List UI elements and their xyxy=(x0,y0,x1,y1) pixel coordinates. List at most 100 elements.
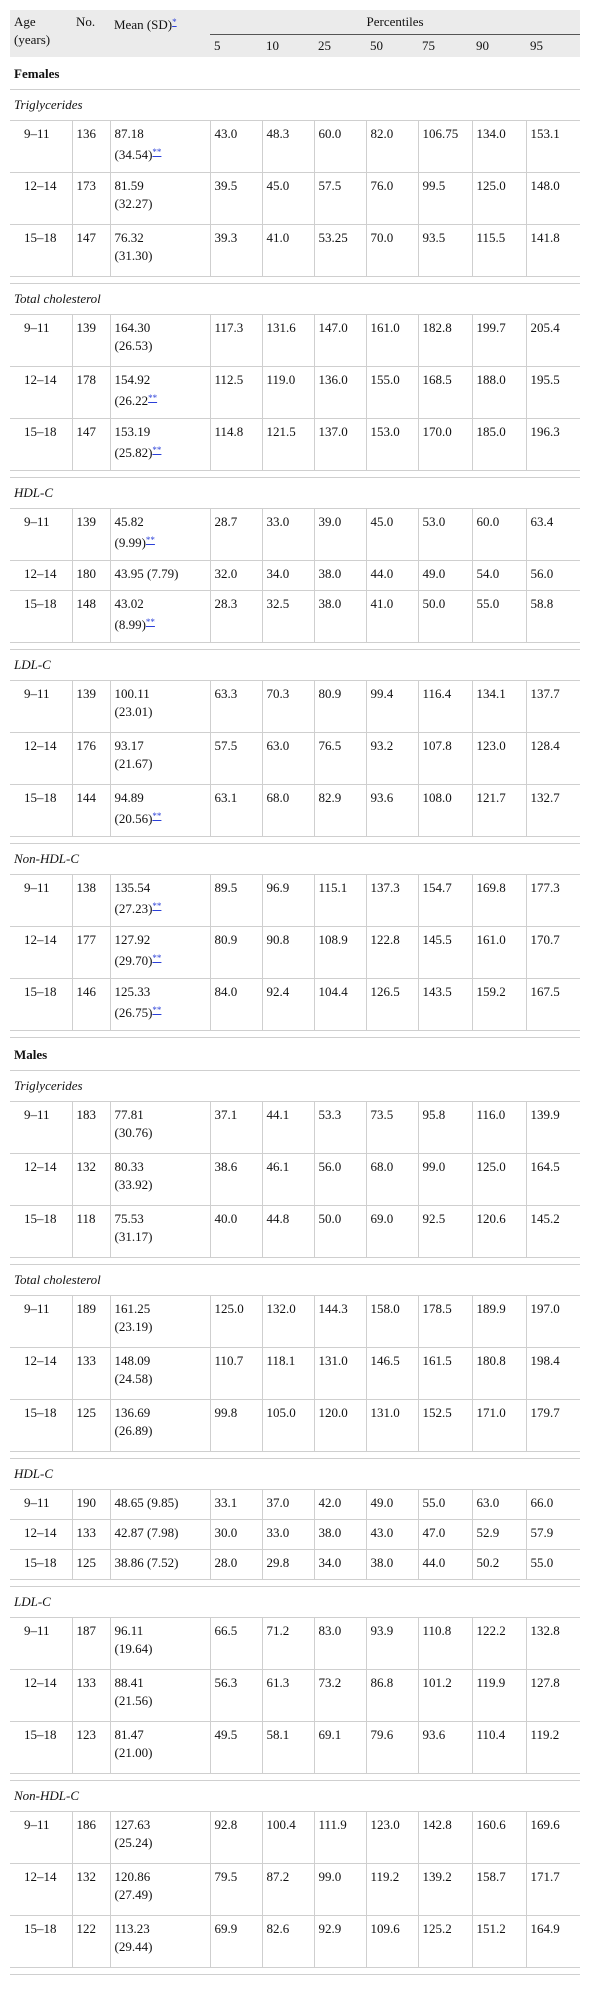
percentile-cell: 188.0 xyxy=(471,366,526,419)
table-row: 12–14 176 93.17 (21.67) 57.5 63.0 76.5 93.2 107.… xyxy=(10,732,581,785)
age-cell: 15–18 xyxy=(10,224,72,277)
percentile-cell: 45.0 xyxy=(261,172,314,225)
percentile-cell: 63.4 xyxy=(525,508,581,561)
count-cell: 125 xyxy=(71,1549,110,1580)
table-row: 15–18 125 136.69 (26.89) 99.8 105.0 120.0 131.0… xyxy=(10,1399,581,1452)
spacer-cell xyxy=(10,1257,581,1265)
count-cell: 139 xyxy=(71,314,110,367)
percentile-col-header: 50 xyxy=(366,34,418,57)
percentile-cell: 69.0 xyxy=(365,1205,418,1258)
footnote-link[interactable]: ** xyxy=(152,147,162,157)
percentile-cell: 63.3 xyxy=(209,680,262,733)
sd-value: (19.64) xyxy=(114,1641,153,1656)
mean-header: Mean (SD)* xyxy=(110,10,210,57)
percentile-cell: 28.7 xyxy=(209,508,262,561)
footnote-link[interactable]: ** xyxy=(148,393,158,403)
mean-sd-cell: 161.25 (23.19) xyxy=(109,1295,210,1348)
percentile-cell: 118.1 xyxy=(261,1347,314,1400)
spacer-cell xyxy=(10,642,581,650)
count-cell: 176 xyxy=(71,732,110,785)
section-row: Total cholesterol xyxy=(10,283,581,315)
sd-value: (29.44) xyxy=(114,1939,153,1954)
mean-sd-cell: 153.19 (25.82)** xyxy=(109,418,210,471)
sd-value: (23.01) xyxy=(114,704,153,719)
percentile-cell: 131.6 xyxy=(261,314,314,367)
percentile-cell: 53.3 xyxy=(313,1101,366,1154)
count-cell: 133 xyxy=(71,1669,110,1722)
percentile-cell: 168.5 xyxy=(417,366,472,419)
percentile-cell: 152.5 xyxy=(417,1399,472,1452)
footnote-link[interactable]: ** xyxy=(152,1005,162,1015)
percentile-cell: 180.8 xyxy=(471,1347,526,1400)
footnote-link[interactable]: ** xyxy=(152,901,162,911)
percentile-cell: 169.6 xyxy=(525,1811,581,1864)
mean-value: 96.11 xyxy=(114,1623,144,1638)
percentile-cell: 92.4 xyxy=(261,978,314,1031)
footnote-link[interactable]: ** xyxy=(152,445,162,455)
mean-sd-cell: 81.59 (32.27) xyxy=(109,172,210,225)
count-cell: 125 xyxy=(71,1399,110,1452)
percentile-cell: 80.9 xyxy=(313,680,366,733)
percentile-cell: 38.0 xyxy=(313,590,366,643)
percentile-cell: 136.0 xyxy=(313,366,366,419)
percentile-cell: 119.9 xyxy=(471,1669,526,1722)
spacer-cell xyxy=(10,1967,581,1975)
percentile-cell: 110.4 xyxy=(471,1721,526,1774)
percentile-cell: 120.6 xyxy=(471,1205,526,1258)
table-row: 9–11 139 45.82 (9.99)** 28.7 33.0 39.0 45.0 53.0… xyxy=(10,508,581,561)
percentile-columns-row: 5 10 25 50 75 90 95 xyxy=(10,34,581,57)
footnote-link[interactable]: ** xyxy=(152,953,162,963)
percentile-cell: 58.8 xyxy=(525,590,581,643)
mean-value: 120.86 xyxy=(114,1869,151,1884)
percentile-cell: 195.5 xyxy=(525,366,581,419)
table-row: 15–18 146 125.33 (26.75)** 84.0 92.4 104.4 126.… xyxy=(10,978,581,1031)
percentile-cell: 55.0 xyxy=(471,590,526,643)
percentile-cell: 79.6 xyxy=(365,1721,418,1774)
percentile-cell: 66.0 xyxy=(525,1489,581,1520)
percentile-table: Age (years) No. Mean (SD)* Percentiles 5… xyxy=(10,10,581,1975)
mean-sd-cell: 135.54 (27.23)** xyxy=(109,874,210,927)
percentile-cell: 73.5 xyxy=(365,1101,418,1154)
footnote-link[interactable]: ** xyxy=(145,535,155,545)
percentile-cell: 171.0 xyxy=(471,1399,526,1452)
table-row: 12–14 178 154.92 (26.22** 112.5 119.0 136.0 155… xyxy=(10,366,581,419)
table-row: 9–11 139 100.11 (23.01) 63.3 70.3 80.9 99.4 116.… xyxy=(10,680,581,733)
table-row: 12–14 132 80.33 (33.92) 38.6 46.1 56.0 68.0 99.0… xyxy=(10,1153,581,1206)
section-spacer xyxy=(10,470,581,478)
percentile-cell: 189.9 xyxy=(471,1295,526,1348)
percentile-cell: 44.0 xyxy=(365,560,418,591)
percentile-cell: 32.0 xyxy=(209,560,262,591)
table-row: 9–11 139 164.30 (26.53) 117.3 131.6 147.0 161.0… xyxy=(10,314,581,367)
percentile-cell: 50.0 xyxy=(313,1205,366,1258)
percentile-cell: 125.0 xyxy=(471,172,526,225)
section-row: Total cholesterol xyxy=(10,1264,581,1296)
percentile-cell: 170.0 xyxy=(417,418,472,471)
spacer-cell xyxy=(10,1030,581,1038)
group-label: Males xyxy=(10,1037,581,1071)
percentile-cell: 38.6 xyxy=(209,1153,262,1206)
footnote-link[interactable]: ** xyxy=(145,617,155,627)
percentile-cell: 127.8 xyxy=(525,1669,581,1722)
section-row: Triglycerides xyxy=(10,1070,581,1102)
percentile-cell: 44.0 xyxy=(417,1549,472,1580)
percentile-cell: 38.0 xyxy=(365,1549,418,1580)
mean-value: 161.25 xyxy=(114,1301,151,1316)
percentile-cell: 145.2 xyxy=(525,1205,581,1258)
count-cell: 147 xyxy=(71,224,110,277)
footnote-link[interactable]: ** xyxy=(152,811,162,821)
spacer-cell xyxy=(10,470,581,478)
percentile-cell: 131.0 xyxy=(365,1399,418,1452)
group-row: Females xyxy=(10,57,581,90)
mean-value: 154.92 xyxy=(114,372,151,387)
percentile-cell: 132.7 xyxy=(525,784,581,837)
percentile-cell: 95.8 xyxy=(417,1101,472,1154)
percentile-cell: 99.8 xyxy=(209,1399,262,1452)
count-cell: 133 xyxy=(71,1347,110,1400)
count-cell: 190 xyxy=(71,1489,110,1520)
percentile-cell: 73.2 xyxy=(313,1669,366,1722)
mean-footnote-link[interactable]: * xyxy=(172,17,177,27)
percentile-cell: 56.0 xyxy=(525,560,581,591)
table-row: 15–18 125 38.86 (7.52) 28.0 29.8 34.0 38.0 44.0… xyxy=(10,1549,581,1580)
percentile-cell: 96.9 xyxy=(261,874,314,927)
percentile-cell: 116.4 xyxy=(417,680,472,733)
